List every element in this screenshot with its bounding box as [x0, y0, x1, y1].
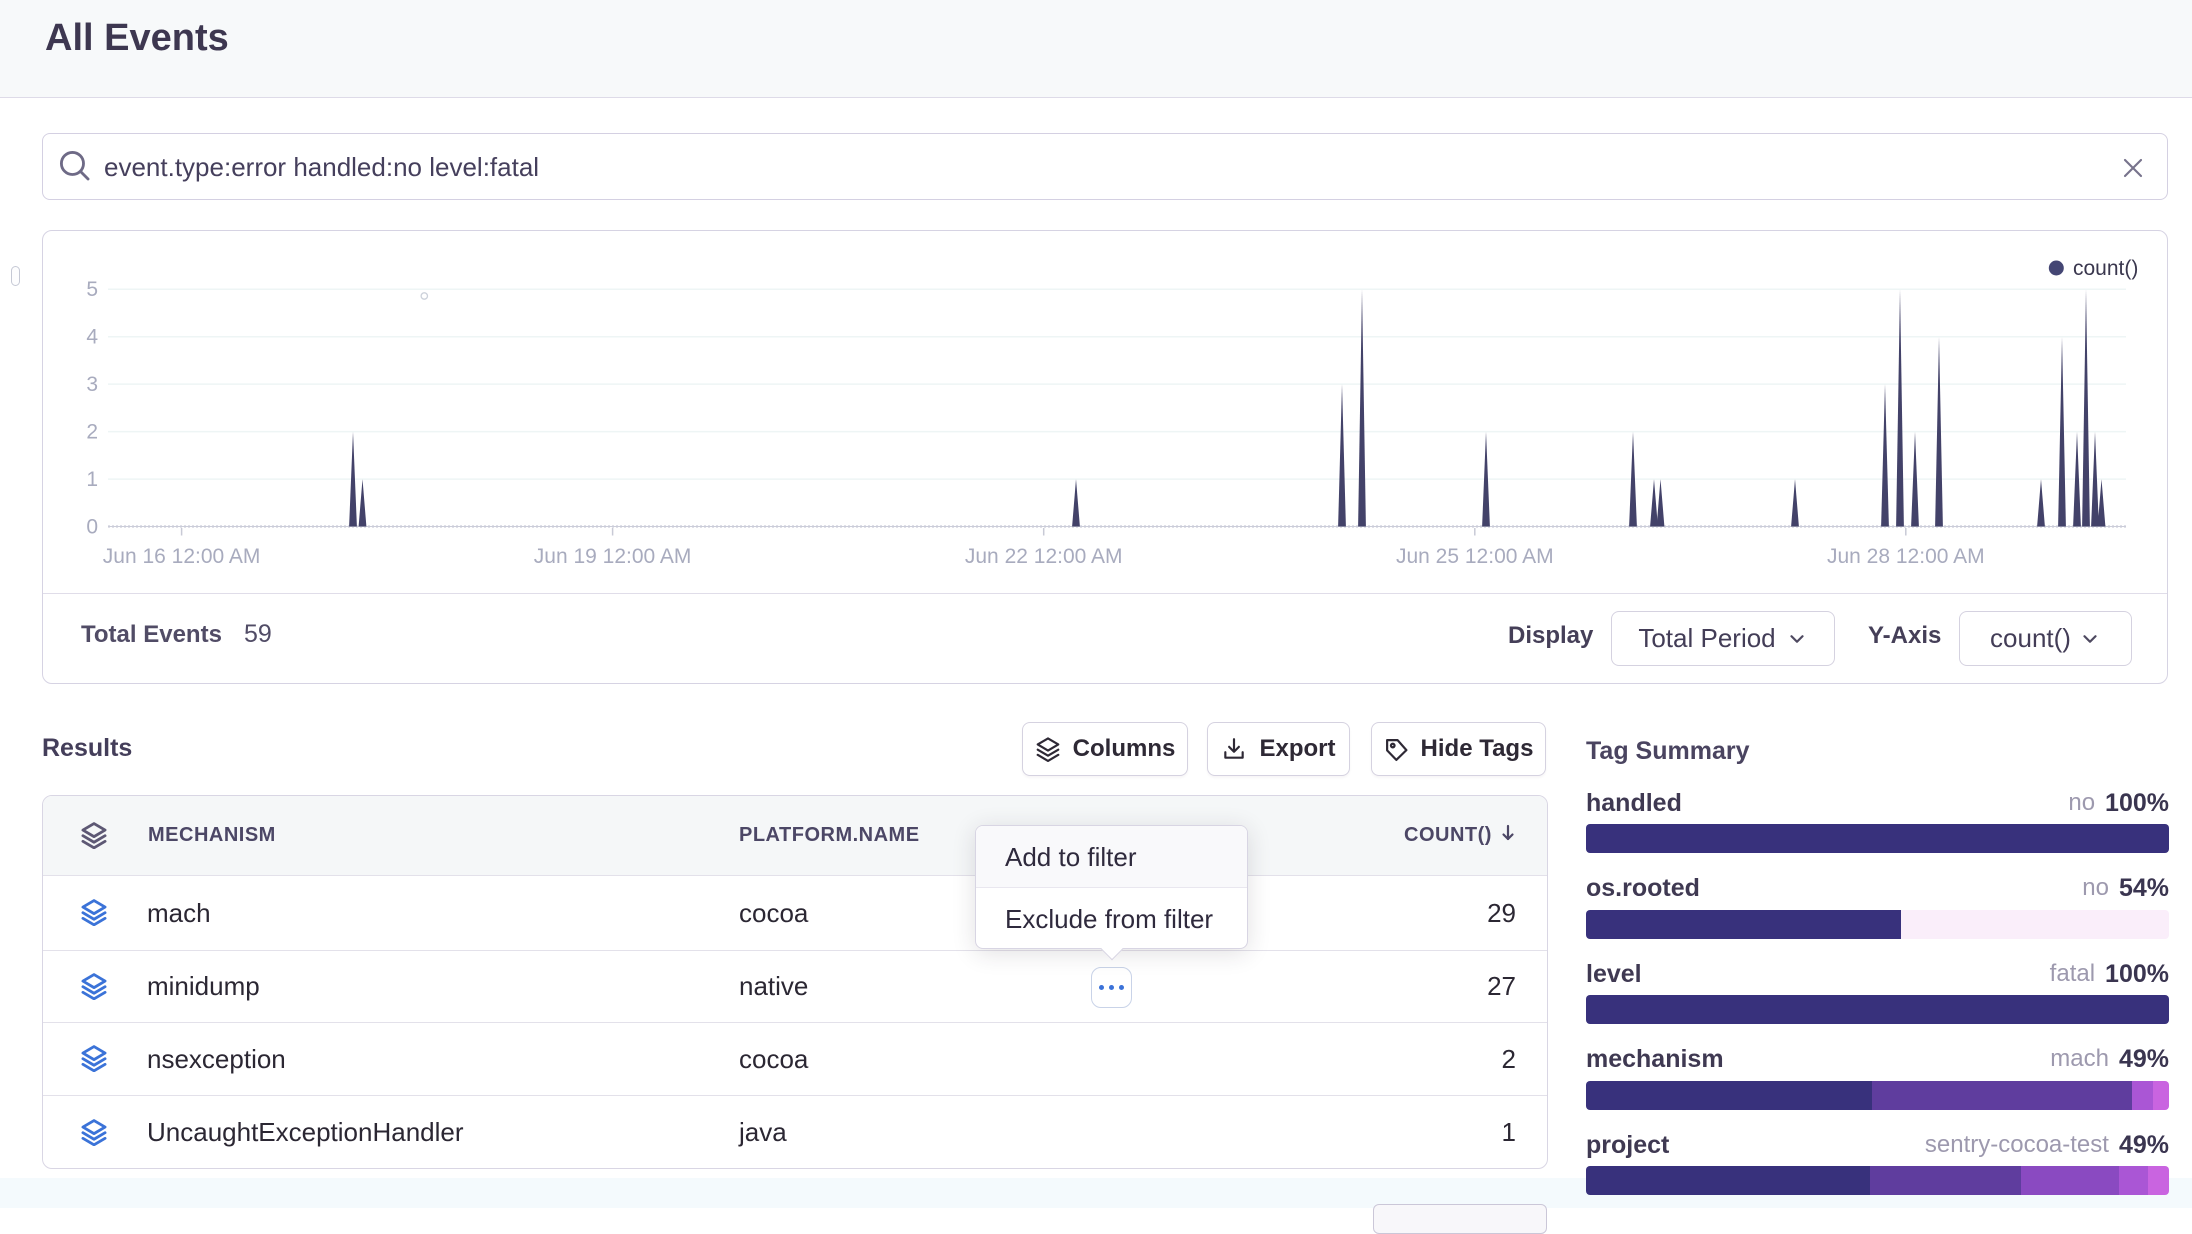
svg-text:Jun 22 12:00 AM: Jun 22 12:00 AM	[965, 545, 1123, 568]
svg-text:3: 3	[86, 373, 98, 396]
svg-text:1: 1	[86, 468, 98, 491]
svg-text:0: 0	[86, 516, 98, 539]
svg-text:Jun 16 12:00 AM: Jun 16 12:00 AM	[103, 545, 261, 568]
svg-text:Jun 19 12:00 AM: Jun 19 12:00 AM	[534, 545, 692, 568]
svg-text:5: 5	[86, 278, 98, 301]
svg-text:Jun 28 12:00 AM: Jun 28 12:00 AM	[1827, 545, 1985, 568]
svg-text:count(): count()	[2073, 257, 2138, 280]
svg-text:4: 4	[86, 326, 98, 349]
svg-text:Jun 25 12:00 AM: Jun 25 12:00 AM	[1396, 545, 1554, 568]
svg-text:2: 2	[86, 421, 98, 444]
